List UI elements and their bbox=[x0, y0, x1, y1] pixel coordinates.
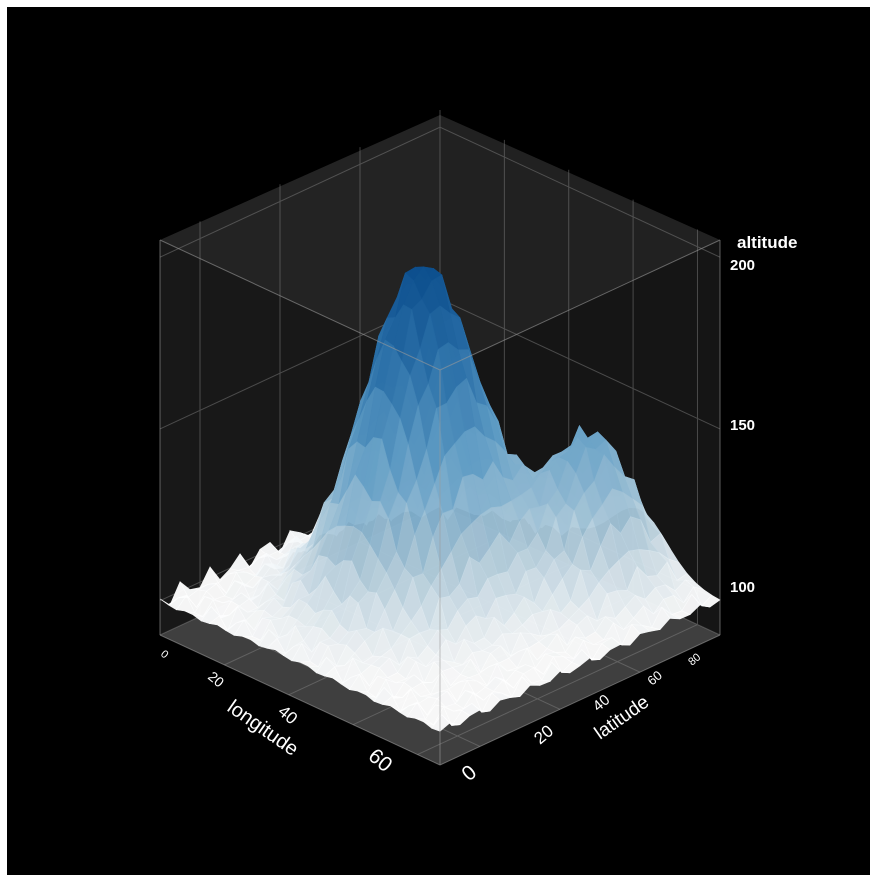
latitude-tick-0: 0 bbox=[457, 761, 481, 786]
latitude-tick-60: 60 bbox=[644, 668, 665, 689]
z-tick-200: 200 bbox=[730, 257, 755, 274]
longitude-tick-20: 20 bbox=[205, 668, 227, 690]
box-edges bbox=[159, 239, 721, 766]
zgrid-right-200 bbox=[439, 126, 721, 258]
top-panel bbox=[160, 115, 720, 370]
zgrid-left-200 bbox=[159, 126, 441, 258]
longitude-tick-40: 40 bbox=[274, 702, 301, 729]
terrain-surface bbox=[159, 266, 721, 732]
longitude-tick-60: 60 bbox=[364, 744, 397, 777]
z-tick-150: 150 bbox=[730, 417, 755, 434]
latitude-tick-40: 40 bbox=[590, 691, 614, 715]
longitude-tick-0: 0 bbox=[158, 648, 170, 661]
z-axis-label: altitude bbox=[737, 233, 797, 252]
zgrid-right-150 bbox=[439, 298, 721, 430]
latitude-tick-20: 20 bbox=[530, 721, 557, 748]
latitude-tick-80: 80 bbox=[686, 651, 703, 668]
floor-grid-lat-80 bbox=[417, 624, 698, 755]
z-tick-100: 100 bbox=[730, 579, 755, 596]
